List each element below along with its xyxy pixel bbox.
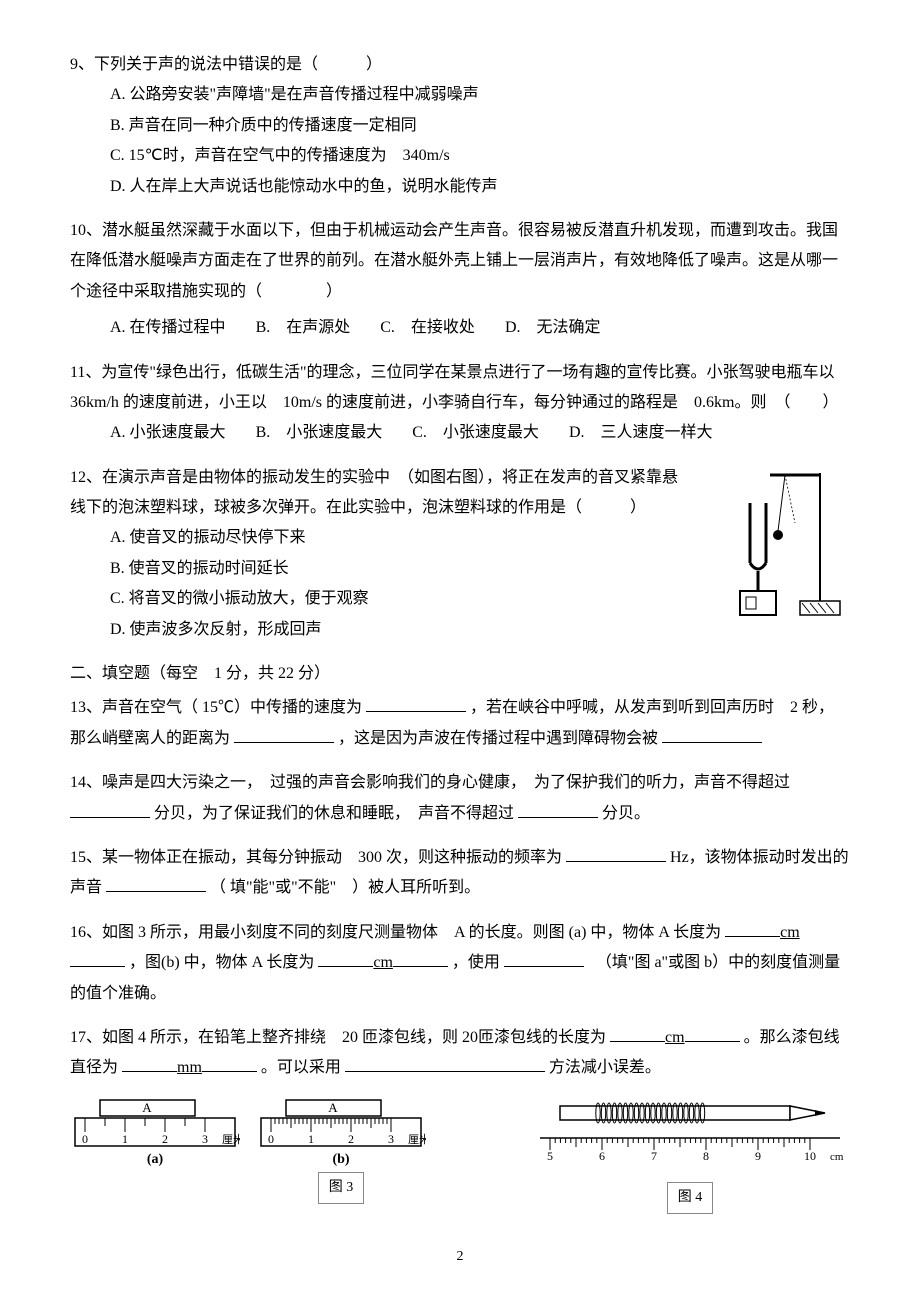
q9-opt-c: C. 15℃时，声音在空气中的传播速度为 340m/s: [110, 141, 850, 171]
q16-blank-1b[interactable]: [70, 949, 125, 968]
q15-blank-2[interactable]: [106, 874, 206, 893]
q13-p1: 13、声音在空气（ 15℃）中传播的速度为: [70, 699, 366, 716]
svg-text:10: 10: [804, 1149, 816, 1163]
svg-text:9: 9: [755, 1149, 761, 1163]
q9-opt-b: B. 声音在同一种介质中的传播速度一定相同: [110, 111, 850, 141]
svg-text:厘米: 厘米: [222, 1133, 240, 1146]
q12-opt-b: B. 使音叉的振动时间延长: [110, 554, 690, 584]
q10-opt-a: A. 在传播过程中: [110, 313, 226, 343]
q15-p1: 15、某一物体正在振动，其每分钟振动 300 次，则这种振动的频率为: [70, 849, 566, 866]
q10-stem: 10、潜水艇虽然深藏于水面以下，但由于机械运动会产生声音。很容易被反潜直升机发现…: [70, 216, 850, 307]
q16-blank-2[interactable]: [318, 949, 373, 968]
q14-blank-1[interactable]: [70, 799, 150, 818]
q12-opt-d: D. 使声波多次反射，形成回声: [110, 615, 690, 645]
q16-p1: 16、如图 3 所示，用最小刻度不同的刻度尺测量物体 A 的长度。则图 (a) …: [70, 924, 721, 941]
svg-text:6: 6: [599, 1149, 605, 1163]
question-16: 16、如图 3 所示，用最小刻度不同的刻度尺测量物体 A 的长度。则图 (a) …: [70, 918, 850, 1009]
q10-opt-b: B. 在声源处: [256, 313, 351, 343]
q16-cm2: cm: [373, 954, 393, 971]
section-2-header: 二、填空题（每空 1 分，共 22 分）: [70, 659, 850, 689]
q11-opt-d: D. 三人速度一样大: [569, 418, 713, 448]
ruler-a-label: A: [142, 1100, 152, 1115]
q12-stem: 12、在演示声音是由物体的振动发生的实验中 （如图右图），将正在发声的音叉紧靠悬…: [70, 463, 690, 524]
q15-p3: （ 填"能"或"不能" ）被人耳所听到。: [210, 879, 480, 896]
q13-blank-1[interactable]: [366, 694, 466, 713]
svg-text:(a): (a): [147, 1152, 164, 1167]
q17-p1: 17、如图 4 所示，在铅笔上整齐排绕 20 匝漆包线，则 20匝漆包线的长度为: [70, 1029, 610, 1046]
tuning-fork-figure: [710, 463, 850, 623]
svg-text:(b): (b): [332, 1152, 349, 1167]
q15-blank-1[interactable]: [566, 843, 666, 862]
figure-4-caption: 图 4: [667, 1182, 714, 1215]
q13-p3: ，这是因为声波在传播过程中遇到障碍物会被: [338, 730, 662, 747]
q13-blank-3[interactable]: [662, 724, 762, 743]
q11-opt-c: C. 小张速度最大: [412, 418, 539, 448]
figure-3-caption: 图 3: [318, 1172, 365, 1205]
svg-text:1: 1: [308, 1132, 314, 1146]
svg-text:0: 0: [82, 1132, 88, 1146]
q10-opt-c: C. 在接收处: [380, 313, 475, 343]
q17-blank-3[interactable]: [345, 1054, 545, 1073]
q14-p1: 14、噪声是四大污染之一， 过强的声音会影响我们的身心健康， 为了保护我们的听力…: [70, 774, 790, 791]
svg-text:3: 3: [388, 1132, 394, 1146]
question-11: 11、为宣传"绿色出行，低碳生活"的理念，三位同学在某景点进行了一场有趣的宣传比…: [70, 358, 850, 449]
q16-blank-2b[interactable]: [393, 949, 448, 968]
svg-text:8: 8: [703, 1149, 709, 1163]
q17-p4: 方法减小误差。: [549, 1059, 661, 1076]
q12-opt-c: C. 将音叉的微小振动放大，便于观察: [110, 584, 690, 614]
q12-opt-a: A. 使音叉的振动尽快停下来: [110, 523, 690, 553]
svg-text:cm: cm: [830, 1151, 844, 1163]
q17-mm: mm: [177, 1059, 202, 1076]
pencil-figure: 5 6 7 8 9 10 cm 图 4: [530, 1098, 850, 1215]
svg-text:5: 5: [547, 1149, 553, 1163]
svg-text:2: 2: [162, 1132, 168, 1146]
svg-text:2: 2: [348, 1132, 354, 1146]
page-number: 2: [70, 1244, 850, 1271]
q17-blank-1[interactable]: [610, 1023, 665, 1042]
q16-p2: ，图(b) 中，物体 A 长度为: [129, 954, 314, 971]
q17-p3: 。可以采用: [261, 1059, 345, 1076]
q17-blank-1b[interactable]: [685, 1023, 740, 1042]
q17-blank-2[interactable]: [122, 1054, 177, 1073]
svg-text:0: 0: [268, 1132, 274, 1146]
question-15: 15、某一物体正在振动，其每分钟振动 300 次，则这种振动的频率为 Hz，该物…: [70, 843, 850, 904]
q11-stem: 11、为宣传"绿色出行，低碳生活"的理念，三位同学在某景点进行了一场有趣的宣传比…: [70, 358, 850, 419]
q14-blank-2[interactable]: [518, 799, 598, 818]
question-10: 10、潜水艇虽然深藏于水面以下，但由于机械运动会产生声音。很容易被反潜直升机发现…: [70, 216, 850, 344]
question-17: 17、如图 4 所示，在铅笔上整齐排绕 20 匝漆包线，则 20匝漆包线的长度为…: [70, 1023, 850, 1084]
q16-blank-1[interactable]: [725, 918, 780, 937]
q9-stem: 9、下列关于声的说法中错误的是（ ）: [70, 50, 850, 80]
q17-blank-2b[interactable]: [202, 1054, 257, 1073]
svg-text:厘米: 厘米: [408, 1133, 426, 1146]
question-13: 13、声音在空气（ 15℃）中传播的速度为 ，若在峡谷中呼喊，从发声到听到回声历…: [70, 693, 850, 754]
q16-blank-3[interactable]: [504, 949, 584, 968]
question-14: 14、噪声是四大污染之一， 过强的声音会影响我们的身心健康， 为了保护我们的听力…: [70, 768, 850, 829]
question-9: 9、下列关于声的说法中错误的是（ ） A. 公路旁安装"声障墙"是在声音传播过程…: [70, 50, 850, 202]
q11-opt-b: B. 小张速度最大: [256, 418, 383, 448]
ruler-a-figure: A 0 1 2 3 厘米 (a): [70, 1098, 240, 1168]
svg-text:1: 1: [122, 1132, 128, 1146]
q13-blank-2[interactable]: [234, 724, 334, 743]
q11-opt-a: A. 小张速度最大: [110, 418, 226, 448]
question-12: 12、在演示声音是由物体的振动发生的实验中 （如图右图），将正在发声的音叉紧靠悬…: [70, 463, 850, 645]
ruler-b-figure: A 0 1 2 3 厘米 (b) 图 3: [256, 1098, 426, 1205]
svg-text:3: 3: [202, 1132, 208, 1146]
svg-text:A: A: [328, 1100, 338, 1115]
q16-p3: ，使用: [452, 954, 504, 971]
q14-p3: 分贝。: [602, 805, 650, 822]
svg-text:7: 7: [651, 1149, 657, 1163]
q9-opt-a: A. 公路旁安装"声障墙"是在声音传播过程中减弱噪声: [110, 80, 850, 110]
q9-opt-d: D. 人在岸上大声说话也能惊动水中的鱼，说明水能传声: [110, 172, 850, 202]
q14-p2: 分贝，为了保证我们的休息和睡眠， 声音不得超过: [154, 805, 518, 822]
figures-row: A 0 1 2 3 厘米 (a) A 0 1 2 3 厘米: [70, 1098, 850, 1215]
q16-cm1: cm: [780, 924, 800, 941]
q10-opt-d: D. 无法确定: [505, 313, 601, 343]
q17-cm: cm: [665, 1029, 685, 1046]
